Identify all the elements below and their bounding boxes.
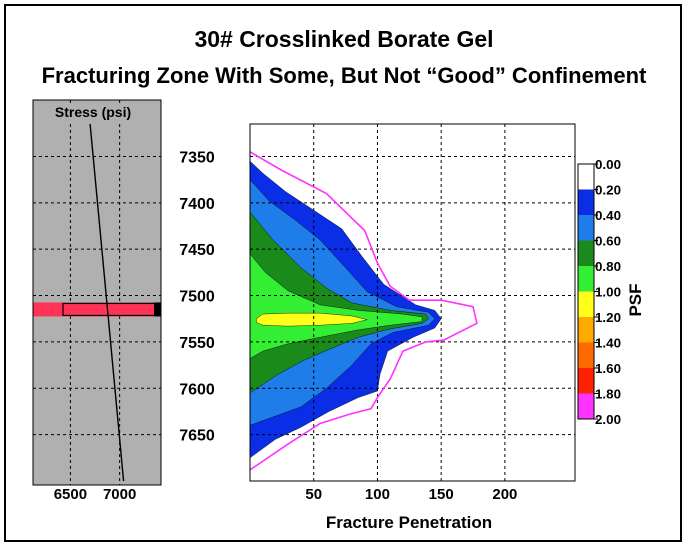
colorbar-segment — [578, 368, 594, 394]
colorbar-tick-label: 1.20 — [595, 310, 621, 325]
colorbar-segment — [578, 189, 594, 215]
colorbar-tick-label: 0.20 — [595, 183, 621, 198]
colorbar-segment — [578, 164, 594, 190]
stress-grid — [33, 100, 161, 485]
contour-grid — [250, 124, 575, 481]
penetration-x-tick-labels: 50 100 150 200 — [305, 486, 517, 503]
xlabel-background — [300, 510, 520, 530]
penetration-tick-label: 100 — [365, 486, 390, 503]
stress-tick-label: 7000 — [103, 486, 136, 503]
colorbar-segment — [578, 266, 594, 292]
colorbar-tick-label: 0.60 — [595, 234, 621, 249]
figure-frame — [4, 4, 682, 542]
stress-panel-border — [32, 99, 162, 486]
colorbar-segment — [578, 215, 594, 241]
depth-tick-label: 7350 — [179, 149, 215, 166]
colorbar-tick-label: 2.00 — [595, 412, 621, 427]
contour-level — [256, 312, 368, 327]
stress-profile — [89, 123, 125, 482]
contour-plot-border — [249, 123, 576, 482]
colorbar-tick-label: 1.00 — [595, 285, 621, 300]
x-axis-label: Fracture Penetration — [326, 513, 492, 532]
colorbar-tick-label: 1.60 — [595, 361, 621, 376]
colorbar-segment — [578, 317, 594, 343]
stress-tick-label: 6500 — [54, 486, 87, 503]
stress-title-background — [44, 103, 142, 121]
contour-fills — [250, 160, 442, 459]
penetration-tick-label: 50 — [305, 486, 322, 503]
colorbar-tick-label: 1.80 — [595, 387, 621, 402]
depth-tick-label: 7600 — [179, 381, 215, 398]
depth-tick-labels: 7350 7400 7450 7500 7550 7600 7650 — [179, 149, 215, 444]
zone-band — [33, 302, 161, 317]
stress-x-tick-labels: 6500 7000 — [54, 486, 137, 503]
stress-panel-background — [33, 100, 161, 485]
penetration-tick-label: 150 — [429, 486, 454, 503]
envelope-line — [250, 151, 478, 471]
depth-tick-label: 7450 — [179, 242, 215, 259]
colorbar-segment — [578, 240, 594, 266]
fracture-envelope — [250, 151, 478, 471]
colorbar-tick-label: 0.00 — [595, 157, 621, 172]
stress-panel-title: Stress (psi) — [55, 104, 131, 120]
chart-title: 30# Crosslinked Borate Gel — [194, 26, 494, 52]
depth-tick-label: 7650 — [179, 428, 215, 445]
depth-tick-label: 7500 — [179, 289, 215, 306]
contour-level — [250, 211, 429, 394]
chart-subtitle: Fracturing Zone With Some, But Not “Good… — [41, 63, 647, 88]
penetration-tick-label: 200 — [492, 486, 517, 503]
colorbar-tick-label: 0.80 — [595, 259, 621, 274]
colorbar-segment — [578, 291, 594, 317]
zone-marker — [154, 302, 161, 317]
colorbar-label: PSF — [626, 283, 645, 316]
colorbar-segment — [578, 342, 594, 368]
fracture-zone-band — [33, 302, 161, 317]
colorbar: 0.00 0.20 0.40 0.60 0.80 1.00 1.20 1.40 1.60 1.80… — [577, 157, 621, 427]
depth-tick-label: 7550 — [179, 335, 215, 352]
colorbar-tick-label: 1.40 — [595, 336, 621, 351]
stress-line — [89, 123, 125, 482]
colorbar-segment — [578, 393, 594, 419]
depth-tick-label: 7400 — [179, 196, 215, 213]
colorbar-tick-label: 0.40 — [595, 208, 621, 223]
